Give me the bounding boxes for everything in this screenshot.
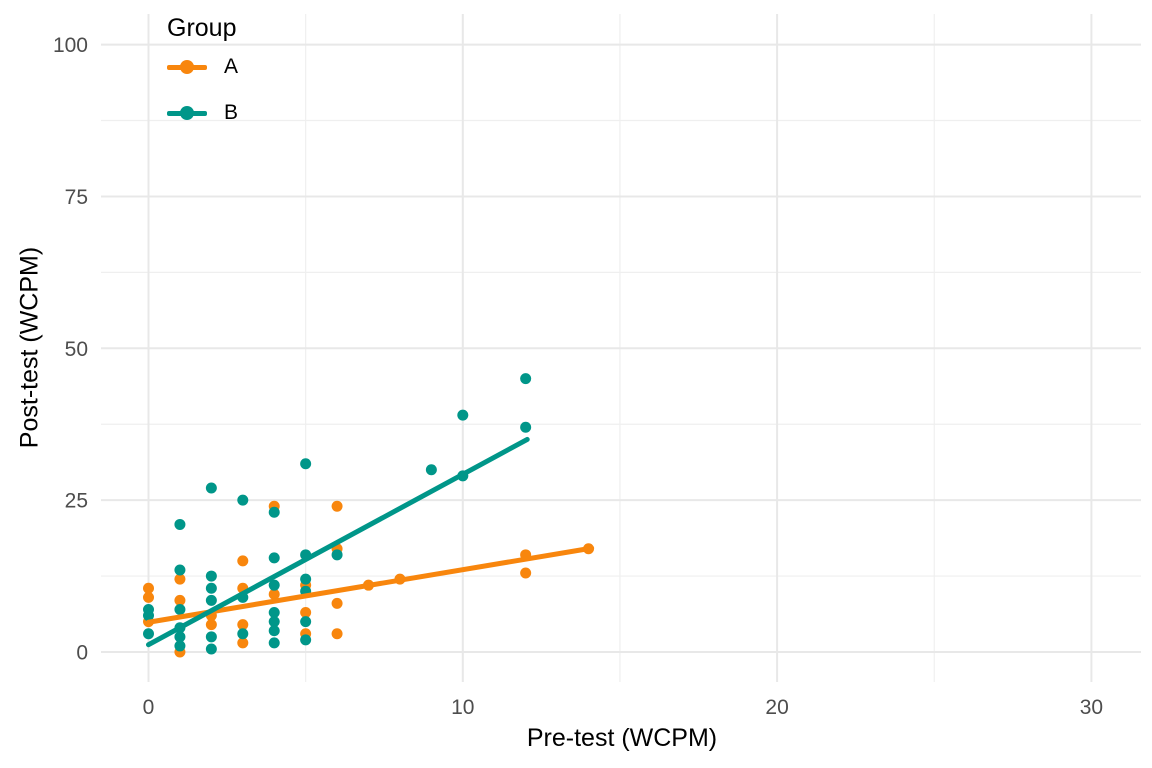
data-point-B [174,631,186,643]
data-point-B [331,549,343,561]
data-point-A [143,591,154,603]
data-point-B [205,594,217,606]
data-point-A [174,594,186,606]
data-point-B [174,518,186,530]
trend-line-B [146,436,530,648]
trend-line-A [146,545,595,625]
x-tick-label: 30 [1080,696,1103,719]
x-tick-label: 10 [451,696,474,719]
data-point-B [300,634,312,646]
data-point-B [205,570,217,582]
data-point-B [268,552,280,564]
x-axis-title: Pre-test (WCPM) [526,724,718,752]
x-tick-label: 0 [143,696,155,719]
data-point-B [300,573,312,585]
data-point-B [143,628,154,640]
data-point-B [205,643,217,655]
data-point-A [331,628,343,640]
y-tick-label: 75 [65,186,88,209]
data-point-A [331,597,343,609]
data-point-B [205,582,217,594]
data-point-B [520,373,532,385]
legend-title: Group [167,14,237,42]
data-point-A [143,582,154,594]
data-point-A [520,567,532,579]
data-point-B [143,610,154,622]
data-point-A [237,619,249,631]
data-point-B [425,464,437,476]
legend-label: A [224,55,239,78]
x-tick-label: 20 [765,696,788,719]
data-point-B [205,631,217,643]
data-point-A [300,607,312,619]
y-tick-label: 25 [65,490,88,513]
data-point-A [205,619,217,631]
data-point-B [205,482,217,494]
y-axis-title: Post-test (WCPM) [15,246,44,449]
data-point-B [520,421,532,433]
data-point-B [457,409,469,421]
data-point-B [268,625,280,637]
y-tick-label: 0 [76,642,88,665]
data-point-B [268,579,280,591]
legend-item-B: B [167,90,238,136]
data-point-A [237,637,249,649]
data-point-B [268,506,280,518]
data-point-A [331,500,343,512]
legend-key-icon [167,60,207,74]
y-tick-label: 100 [53,34,88,57]
legend-key-icon [167,106,207,120]
data-point-B [300,616,312,628]
data-point-A [237,555,249,567]
data-point-B [237,628,249,640]
data-point-A [174,573,186,585]
data-point-B [174,564,186,576]
data-point-B [237,494,249,506]
data-point-B [174,640,186,652]
legend-item-A: A [167,44,238,90]
data-point-B [268,616,280,628]
data-point-B [300,458,312,470]
data-point-A [268,588,280,600]
y-tick-label: 50 [65,338,88,361]
data-point-B [174,603,186,615]
legend-label: B [224,101,239,124]
data-point-B [268,637,280,649]
data-point-B [268,607,280,619]
